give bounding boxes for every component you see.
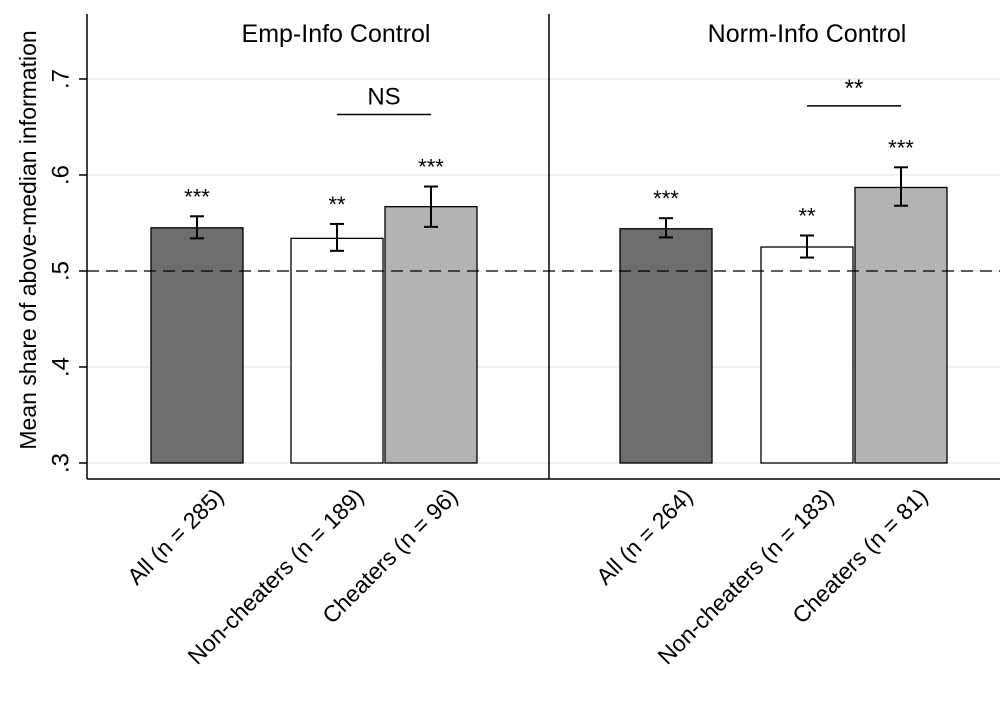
bar <box>760 246 854 464</box>
y-tick-label: .6 <box>47 165 74 185</box>
bar <box>384 206 478 464</box>
panel-title: Emp-Info Control <box>242 20 431 48</box>
bar <box>854 186 948 464</box>
significance-label: *** <box>888 135 914 160</box>
y-tick-label: .5 <box>47 261 74 281</box>
bar <box>290 237 384 464</box>
y-axis-label: Mean share of above-median information <box>15 30 41 449</box>
axes <box>79 14 1000 480</box>
significance-label: ** <box>798 203 816 228</box>
x-tick-label: All (n = 285) <box>122 483 229 590</box>
bar <box>619 228 713 464</box>
x-tick-label: All (n = 264) <box>591 483 698 590</box>
y-tick-label: .4 <box>47 357 74 377</box>
significance-label: ** <box>328 192 346 217</box>
bar <box>150 227 244 464</box>
comparison-label: NS <box>367 84 400 111</box>
significance-label: *** <box>418 155 444 180</box>
significance-label: *** <box>653 186 679 211</box>
panel-title: Norm-Info Control <box>708 20 907 48</box>
y-tick-label: .7 <box>47 69 74 89</box>
bars <box>150 105 948 464</box>
y-tick-label: .3 <box>47 453 74 473</box>
significance-label: *** <box>184 184 210 209</box>
comparison-label: ** <box>845 75 864 102</box>
